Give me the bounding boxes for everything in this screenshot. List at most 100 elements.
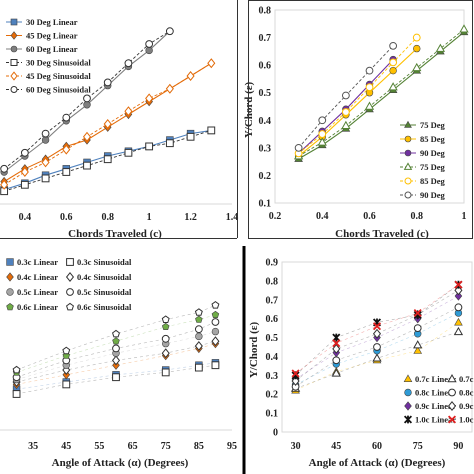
data-point bbox=[112, 373, 120, 382]
legend-label: 0.7c Linear bbox=[415, 374, 456, 384]
data-point bbox=[413, 44, 421, 53]
legend-item: 30 Deg Linear bbox=[6, 17, 78, 27]
legend-swatch-marker bbox=[448, 388, 456, 397]
data-point bbox=[389, 41, 398, 50]
legend-label: 0.3c Linear bbox=[17, 257, 58, 267]
legend-label: 0.3c Sinusoidal bbox=[77, 257, 132, 267]
x-tick-label: 0.2 bbox=[269, 211, 282, 222]
data-point bbox=[20, 167, 29, 177]
data-point bbox=[194, 341, 203, 351]
plot-area bbox=[281, 261, 473, 433]
x-tick-label: 1.2 bbox=[184, 212, 197, 223]
data-point bbox=[291, 376, 300, 386]
legend-swatch-marker bbox=[447, 401, 457, 411]
data-point bbox=[291, 369, 300, 378]
y-tick-label: 0.6 bbox=[266, 314, 279, 325]
legend-item: 0.4c Sinusoidal bbox=[65, 272, 132, 282]
data-point bbox=[372, 322, 382, 331]
legend-item: 0.3c Sinusoidal bbox=[66, 257, 132, 267]
x-tick-label: 1 bbox=[462, 211, 467, 222]
data-point bbox=[454, 291, 463, 301]
data-point bbox=[41, 174, 50, 183]
data-point bbox=[62, 144, 71, 155]
legend-item: 0.7c Sinusoidal bbox=[447, 373, 474, 384]
data-point bbox=[372, 328, 382, 339]
series-6 bbox=[0, 27, 174, 173]
series-4 bbox=[12, 336, 220, 387]
data-point bbox=[12, 365, 21, 374]
legend-label: 85 Deg bbox=[420, 176, 446, 186]
data-point bbox=[365, 66, 374, 75]
data-point bbox=[435, 43, 446, 52]
x-tick-label: 0.6 bbox=[363, 211, 376, 222]
x-tick-label: 55 bbox=[94, 441, 104, 452]
data-point bbox=[365, 83, 374, 92]
data-point bbox=[332, 343, 341, 354]
x-tick-label: 85 bbox=[194, 441, 204, 452]
legend-label: 0.6c Sinusoidal bbox=[77, 302, 132, 312]
series-line bbox=[298, 31, 465, 160]
data-point bbox=[318, 116, 327, 125]
legend-label: 30 Deg Sinusoidal bbox=[26, 58, 91, 68]
legend-swatch-marker bbox=[404, 388, 412, 397]
x-axis-label: Angle of Attack (α) (Degrees) bbox=[52, 457, 189, 469]
x-axis-label: Chords Traveled (c) bbox=[68, 228, 162, 240]
x-axis-label: Angle of Attack (α) (Degrees) bbox=[309, 457, 446, 469]
legend-label: 60 Deg Sinusoidal bbox=[26, 85, 91, 95]
trend-line bbox=[295, 312, 459, 386]
data-point bbox=[454, 280, 463, 289]
y-tick-label: 0.1 bbox=[266, 409, 279, 420]
data-point bbox=[20, 180, 29, 189]
data-point bbox=[41, 157, 50, 168]
x-axis-label: Chords Traveled (c) bbox=[335, 228, 429, 240]
data-point bbox=[103, 155, 112, 164]
series-7 bbox=[12, 310, 220, 376]
y-tick-label: 0.2 bbox=[259, 171, 272, 182]
legend-label: 0.8c Sinusoidal bbox=[459, 388, 474, 398]
data-point bbox=[194, 325, 203, 334]
chart-panel-2: 0.2 0.4 0.6 0.8 10.10.20.30.40.50.60.70.8Cho… bbox=[243, 6, 469, 240]
data-point bbox=[413, 308, 422, 318]
series-4 bbox=[291, 303, 463, 391]
data-point bbox=[372, 353, 382, 362]
legend-item: 0.4c Linear bbox=[6, 272, 58, 282]
legend-item: 60 Deg Linear bbox=[6, 44, 78, 54]
data-point bbox=[341, 108, 350, 116]
data-point bbox=[161, 322, 170, 330]
legend-label: 0.5c Linear bbox=[17, 287, 58, 297]
data-point bbox=[211, 318, 220, 326]
y-tick-label: 0.6 bbox=[259, 61, 272, 72]
legend-swatch-marker bbox=[66, 288, 74, 296]
legend-item: 0.3c Linear bbox=[6, 257, 58, 267]
data-point bbox=[211, 327, 220, 336]
data-point bbox=[211, 310, 220, 318]
legend-item: 45 Deg Sinusoidal bbox=[6, 71, 91, 81]
series-6 bbox=[294, 41, 398, 152]
legend-item: 75 Deg bbox=[400, 120, 446, 130]
legend-item: 75 Deg bbox=[400, 162, 446, 172]
x-tick-label: 0.4 bbox=[19, 212, 32, 223]
x-tick-label: 75 bbox=[161, 441, 171, 452]
data-point bbox=[62, 113, 71, 122]
legend-swatch-marker bbox=[6, 272, 14, 282]
series-8 bbox=[12, 301, 220, 374]
legend-swatch-marker bbox=[404, 149, 412, 157]
x-tick-label: 75 bbox=[413, 441, 423, 452]
data-point bbox=[103, 119, 112, 129]
data-point bbox=[364, 101, 375, 110]
data-point bbox=[412, 62, 422, 72]
legend-label: 75 Deg bbox=[420, 120, 446, 130]
legend-item: 30 Deg Sinusoidal bbox=[6, 58, 91, 68]
y-tick-label: 0.7 bbox=[266, 295, 279, 306]
series-4 bbox=[0, 126, 216, 196]
data-point bbox=[124, 106, 133, 117]
y-tick-label: 0.7 bbox=[259, 33, 272, 44]
data-point bbox=[41, 129, 50, 138]
chart-panel-3: 35 45 55 65 75 85 95 Angle of Attack (α) (Degre… bbox=[0, 257, 237, 469]
legend-item: 0.8c Linear bbox=[404, 388, 456, 398]
data-point bbox=[145, 46, 153, 55]
data-point bbox=[332, 339, 341, 348]
series-3 bbox=[294, 55, 397, 158]
legend-item: 0.6c Linear bbox=[6, 302, 58, 312]
